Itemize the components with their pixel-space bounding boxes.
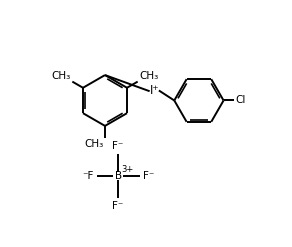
Text: F⁻: F⁻ [112, 141, 124, 150]
Text: CH₃: CH₃ [51, 71, 71, 81]
Text: F⁻: F⁻ [112, 201, 124, 211]
Text: CH₃: CH₃ [84, 139, 103, 149]
Text: F⁻: F⁻ [143, 171, 154, 181]
Text: 3+: 3+ [121, 165, 133, 174]
Text: B: B [114, 171, 122, 181]
Text: I⁺: I⁺ [150, 84, 159, 97]
Text: ⁻F: ⁻F [82, 171, 93, 181]
Text: CH₃: CH₃ [139, 71, 159, 81]
Text: Cl: Cl [235, 96, 246, 105]
